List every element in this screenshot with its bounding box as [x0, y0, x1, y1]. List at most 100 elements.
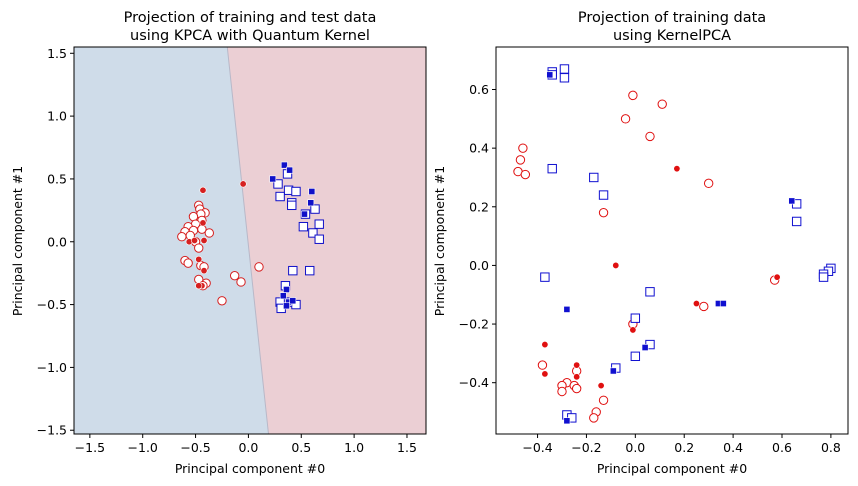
y-tick-label: 0.0 — [469, 258, 489, 273]
filled-circle-point — [673, 165, 681, 173]
right-plot-frame — [495, 46, 849, 435]
x-tick-label: 0.0 — [238, 440, 258, 455]
filled-circle-point — [573, 373, 581, 381]
open-square-point — [818, 272, 829, 282]
open-circle-point — [645, 131, 655, 142]
open-circle-point — [699, 301, 709, 312]
open-circle-point — [657, 99, 667, 109]
open-square-point — [305, 265, 315, 276]
open-circle-point — [598, 395, 609, 405]
filled-circle-point — [541, 341, 549, 349]
y-tick-label: −0.4 — [459, 375, 489, 390]
filled-square-point — [546, 71, 554, 79]
open-square-point — [273, 179, 283, 189]
left-plot-y-ticks: −1.5 −1.0 −0.5 0.0 0.5 1.0 1.5 — [37, 46, 74, 438]
filled-circle-point — [200, 237, 208, 245]
filled-square-point — [788, 197, 796, 205]
filled-square-point — [307, 199, 315, 207]
decision-region-right — [227, 47, 426, 434]
x-tick-label: −0.4 — [522, 440, 552, 455]
filled-circle-point — [541, 370, 549, 378]
x-tick-label: 0.0 — [625, 440, 645, 455]
open-circle-point — [236, 277, 246, 287]
filled-circle-point — [191, 237, 199, 245]
x-tick-label: 1.5 — [397, 440, 417, 455]
x-tick-label: 0.2 — [674, 440, 694, 455]
open-circle-point — [204, 228, 215, 238]
left-plot-frame — [73, 46, 427, 435]
y-tick-label: −0.5 — [37, 297, 67, 312]
filled-square-point — [269, 175, 277, 183]
y-tick-label: 0.6 — [469, 82, 489, 97]
open-circle-point — [194, 243, 204, 253]
open-square-point — [630, 351, 641, 362]
filled-circle-point — [195, 282, 203, 290]
y-tick-label: −1.5 — [37, 423, 67, 438]
filled-circle-point — [200, 267, 208, 275]
open-circle-point — [628, 90, 638, 101]
filled-square-point — [563, 305, 571, 313]
decision-region-left — [74, 47, 269, 434]
filled-circle-point — [597, 382, 605, 390]
open-circle-point — [183, 258, 193, 268]
open-circle-point — [229, 270, 240, 281]
left-plot-title-line-2: using KPCA with Quantum Kernel — [130, 28, 370, 44]
open-circle-point — [620, 114, 631, 124]
decision-boundary — [226, 46, 269, 435]
open-circle-point — [520, 169, 531, 180]
open-square-point — [287, 200, 297, 211]
open-square-point — [308, 228, 318, 238]
right-plot-x-axis-label: Principal component #0 — [597, 461, 747, 476]
filled-square-point — [641, 344, 649, 351]
open-circle-point — [703, 178, 714, 189]
open-square-point — [589, 172, 599, 183]
open-square-point — [559, 73, 570, 83]
filled-circle-point — [573, 361, 581, 369]
x-tick-label: 0.6 — [772, 440, 792, 455]
right-plot: −0.4 −0.2 0.0 0.2 0.4 0.6 0.8 −0.4 −0.2 0.0 0.2 0.… — [432, 10, 849, 476]
right-plot-markers — [513, 64, 836, 425]
filled-circle-point — [239, 180, 247, 188]
open-square-point — [645, 287, 655, 297]
open-square-point — [291, 186, 301, 197]
filled-circle-point — [199, 219, 207, 227]
filled-square-point — [283, 286, 290, 293]
open-square-point — [314, 219, 324, 229]
filled-square-point — [279, 292, 287, 300]
filled-square-point — [280, 161, 288, 169]
y-tick-label: 0.5 — [47, 171, 67, 186]
x-tick-label: −0.5 — [180, 440, 210, 455]
x-tick-label: 0.4 — [723, 440, 743, 455]
open-circle-point — [518, 143, 528, 153]
filled-circle-point — [692, 300, 700, 308]
open-circle-point — [177, 232, 187, 242]
filled-square-point — [719, 300, 727, 307]
open-circle-point — [557, 386, 567, 397]
open-circle-point — [217, 296, 227, 306]
right-plot-title-line-1: Projection of training data — [578, 10, 766, 26]
x-tick-label: −1.5 — [75, 440, 105, 455]
open-square-point — [598, 190, 609, 200]
open-square-point — [275, 191, 285, 202]
x-tick-label: 0.5 — [291, 440, 311, 455]
open-square-point — [547, 163, 557, 174]
y-tick-label: −1.0 — [37, 360, 67, 375]
x-tick-label: −1.0 — [128, 440, 158, 455]
right-plot-y-ticks: −0.4 −0.2 0.0 0.2 0.4 0.6 — [459, 82, 496, 390]
filled-circle-point — [629, 326, 637, 334]
filled-circle-point — [199, 186, 207, 194]
open-square-point — [310, 204, 320, 214]
open-square-point — [630, 313, 641, 323]
left-plot-title-line-1: Projection of training and test data — [124, 10, 377, 26]
open-circle-point — [589, 413, 599, 423]
x-tick-label: 0.8 — [821, 440, 841, 455]
filled-circle-point — [195, 255, 203, 263]
open-square-point — [559, 64, 570, 74]
filled-square-point — [289, 297, 297, 305]
y-tick-label: 0.4 — [469, 141, 489, 156]
open-square-point — [288, 265, 298, 276]
filled-square-point — [286, 166, 294, 174]
right-plot-x-ticks: −0.4 −0.2 0.0 0.2 0.4 0.6 0.8 — [522, 434, 841, 455]
x-tick-label: 1.0 — [344, 440, 364, 455]
